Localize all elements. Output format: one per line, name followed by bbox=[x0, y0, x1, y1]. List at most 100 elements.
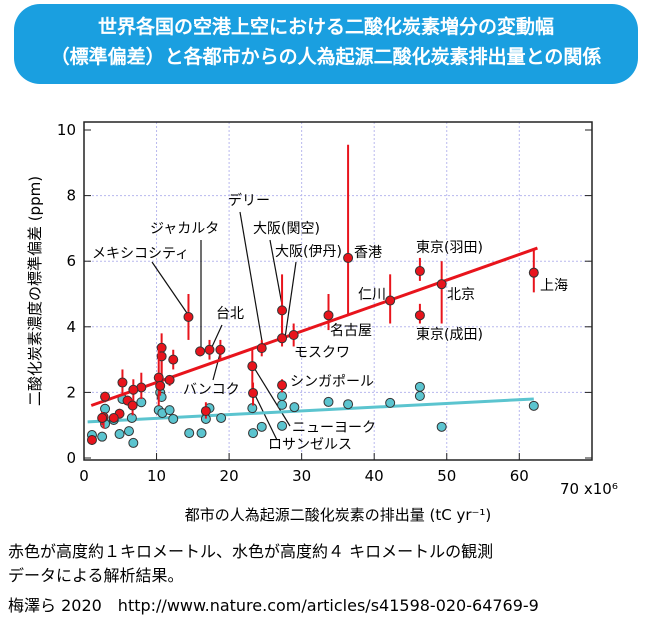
red-point bbox=[108, 412, 119, 423]
leader-lines bbox=[151, 211, 297, 441]
cyan-point bbox=[436, 421, 447, 432]
red-point bbox=[168, 354, 179, 365]
point-label: メキシコシティ bbox=[92, 246, 189, 262]
point-label: シンガポール bbox=[290, 374, 374, 390]
cyan-point bbox=[256, 421, 267, 432]
red-point bbox=[127, 400, 138, 411]
point-label: 大阪(関空) bbox=[253, 221, 320, 237]
point-label: 名古屋 bbox=[330, 323, 372, 339]
point-label: 上海 bbox=[540, 278, 568, 294]
leader-line bbox=[210, 324, 223, 350]
caption-line-2: データによる解析結果。 bbox=[8, 566, 184, 585]
cyan-regression-line bbox=[87, 397, 534, 424]
red-point bbox=[86, 434, 97, 445]
cyan-point bbox=[277, 420, 288, 431]
point-label: ニューヨーク bbox=[292, 420, 376, 436]
cyan-point bbox=[114, 429, 125, 440]
point-label: 東京(成田) bbox=[416, 327, 483, 343]
point-label: 香港 bbox=[354, 245, 382, 261]
cyan-point bbox=[528, 400, 539, 411]
red-point bbox=[164, 374, 175, 385]
point-label: ジャカルタ bbox=[150, 221, 219, 237]
cyan-point bbox=[100, 403, 111, 414]
cyan-point bbox=[184, 428, 195, 439]
y-tick-label: 8 bbox=[66, 187, 76, 205]
leader-line bbox=[284, 261, 297, 339]
title-line-1: 世界各国の空港上空における二酸化炭素増分の変動幅 bbox=[97, 16, 554, 38]
red-point bbox=[215, 344, 226, 355]
red-point bbox=[195, 346, 206, 357]
leader-line bbox=[252, 365, 291, 427]
x-tick-label: 40 bbox=[365, 467, 384, 485]
cyan-point bbox=[248, 428, 259, 439]
cyan-point bbox=[196, 428, 207, 439]
y-tick-label: 10 bbox=[57, 121, 76, 139]
axis-ticks: 0 10 20 30 40 50 60 0 2 4 6 8 10 bbox=[57, 121, 592, 485]
red-point bbox=[200, 406, 211, 417]
red-point bbox=[323, 310, 334, 321]
y-tick-label: 4 bbox=[66, 318, 76, 336]
title-line-2: （標準偏差）と各都市からの人為起源二酸化炭素排出量との関係 bbox=[50, 46, 602, 68]
cyan-point bbox=[216, 412, 227, 423]
cyan-point bbox=[123, 426, 134, 437]
red-point bbox=[97, 412, 108, 423]
cyan-point bbox=[289, 402, 300, 413]
plot-frame bbox=[83, 121, 593, 461]
point-label: バンコク bbox=[183, 382, 240, 398]
caption-line-1: 赤色が高度約１キロメートル、水色が高度約４ キロメートルの観測 bbox=[8, 542, 494, 561]
point-label: 台北 bbox=[216, 306, 244, 322]
leader-line bbox=[269, 239, 284, 311]
red-point bbox=[277, 305, 288, 316]
leader-line bbox=[239, 211, 264, 348]
x-tick-label: 10 bbox=[147, 467, 166, 485]
caption-line-3: 梅澤ら 2020 http://www.nature.com/articles/… bbox=[8, 596, 539, 615]
red-point bbox=[528, 267, 539, 278]
red-point bbox=[288, 330, 299, 340]
point-label: ロサンゼルス bbox=[268, 437, 352, 453]
point-label: モスクワ bbox=[294, 345, 350, 361]
point-label: 東京(羽田) bbox=[416, 240, 483, 256]
x-tick-label: 20 bbox=[220, 467, 239, 485]
red-point bbox=[277, 380, 288, 391]
y-tick-label: 2 bbox=[66, 383, 76, 401]
red-point bbox=[155, 380, 166, 391]
x-axis-label: 都市の人為起源二酸化炭素の排出量 (tC yr⁻¹) bbox=[185, 506, 492, 524]
cyan-point bbox=[164, 405, 175, 416]
cyan-point bbox=[128, 437, 139, 448]
point-label: デリー bbox=[228, 192, 270, 209]
point-label: 大阪(伊丹) bbox=[275, 244, 342, 260]
chart-marks bbox=[86, 144, 539, 448]
cyan-point bbox=[385, 397, 396, 408]
x-multiplier-label: 70 x10⁶ bbox=[560, 480, 618, 498]
point-label: 北京 bbox=[447, 287, 475, 303]
red-point bbox=[153, 372, 164, 383]
red-point bbox=[248, 388, 259, 399]
cyan-point bbox=[97, 431, 108, 442]
red-point bbox=[100, 391, 111, 402]
cyan-point bbox=[414, 381, 425, 392]
y-tick-label: 6 bbox=[66, 252, 76, 270]
cyan-point bbox=[277, 399, 288, 410]
red-point bbox=[414, 310, 425, 321]
red-point bbox=[277, 333, 288, 344]
x-tick-label: 0 bbox=[79, 467, 89, 485]
y-axis-label: 二酸化炭素濃度の標準偏差 (ppm) bbox=[26, 176, 44, 406]
red-point bbox=[204, 344, 215, 355]
cyan-point bbox=[136, 397, 147, 408]
y-tick-label: 0 bbox=[66, 449, 76, 467]
red-point bbox=[247, 361, 258, 372]
cyan-point bbox=[168, 413, 179, 424]
cyan-point bbox=[414, 391, 425, 402]
red-point bbox=[414, 266, 425, 277]
leader-line bbox=[253, 392, 278, 441]
cyan-point bbox=[277, 391, 288, 402]
red-point bbox=[183, 311, 194, 322]
cyan-point bbox=[343, 399, 354, 410]
x-tick-label: 50 bbox=[437, 467, 456, 485]
point-label: 仁川 bbox=[358, 287, 386, 303]
red-point bbox=[385, 295, 396, 306]
x-tick-label: 30 bbox=[292, 467, 311, 485]
red-point bbox=[117, 377, 128, 388]
